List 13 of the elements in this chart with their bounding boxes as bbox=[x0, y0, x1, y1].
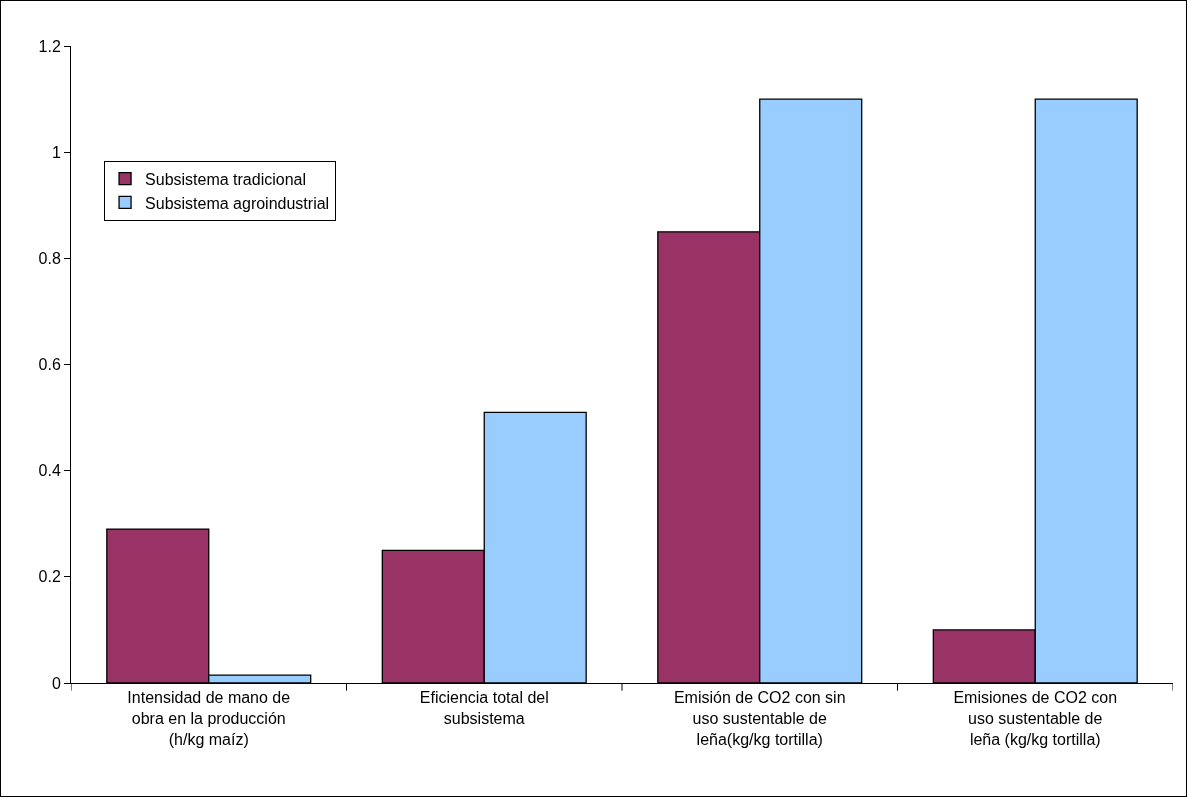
legend-label: Subsistema agroindustrial bbox=[145, 194, 330, 212]
y-tick-label: 0.4 bbox=[38, 462, 61, 480]
x-tick-label: Emisión de CO2 con sin uso sustentable de leña(kg/kg tortilla) bbox=[673, 689, 846, 748]
x-tick-label: Eficiencia total del subsistema bbox=[419, 689, 549, 727]
x-tick-label: Intensidad de mano de obra en la producción (h/kg maíz) bbox=[127, 689, 291, 748]
x-tick-label: Emisiones de CO2 con uso sustentable de leña (kg/kg tortilla) bbox=[953, 689, 1118, 748]
y-tick-label: 0 bbox=[51, 674, 61, 692]
legend-label: Subsistema tradicional bbox=[145, 170, 307, 188]
y-tick-label: 1 bbox=[51, 143, 61, 161]
y-tick-label: 0.6 bbox=[38, 356, 61, 374]
y-tick-label: 0.8 bbox=[38, 249, 61, 267]
y-tick-label: 0.2 bbox=[38, 568, 61, 586]
y-tick-label: 1.2 bbox=[38, 37, 61, 55]
